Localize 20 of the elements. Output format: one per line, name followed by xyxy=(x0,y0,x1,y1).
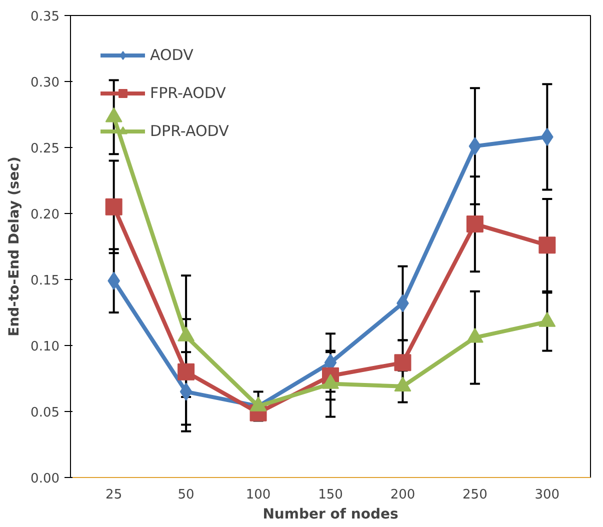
y-tick-label: 0.10 xyxy=(30,340,60,354)
x-tick-label: 50 xyxy=(178,488,194,502)
x-tick-label: 25 xyxy=(106,488,122,502)
y-tick-label: 0.25 xyxy=(30,142,60,156)
x-tick-label: 300 xyxy=(534,488,560,502)
x-tick-label: 250 xyxy=(462,488,488,502)
x-tick-label: 150 xyxy=(318,488,343,502)
y-tick-label: 0.35 xyxy=(30,10,60,24)
y-tick-label: 0.05 xyxy=(30,406,60,420)
legend-label: DPR-AODV xyxy=(150,122,229,140)
legend-label: AODV xyxy=(150,46,194,64)
x-tick-label: 200 xyxy=(390,488,416,502)
x-tick-label: 100 xyxy=(246,488,271,502)
y-tick-label: 0.15 xyxy=(30,274,60,288)
y-axis-title: End-to-End Delay (sec) xyxy=(6,156,23,336)
y-tick-label: 0.00 xyxy=(30,472,60,486)
y-tick-label: 0.20 xyxy=(30,208,60,222)
legend-label: FPR-AODV xyxy=(150,84,226,102)
x-axis-title: Number of nodes xyxy=(262,506,398,522)
y-tick-label: 0.30 xyxy=(30,76,60,90)
